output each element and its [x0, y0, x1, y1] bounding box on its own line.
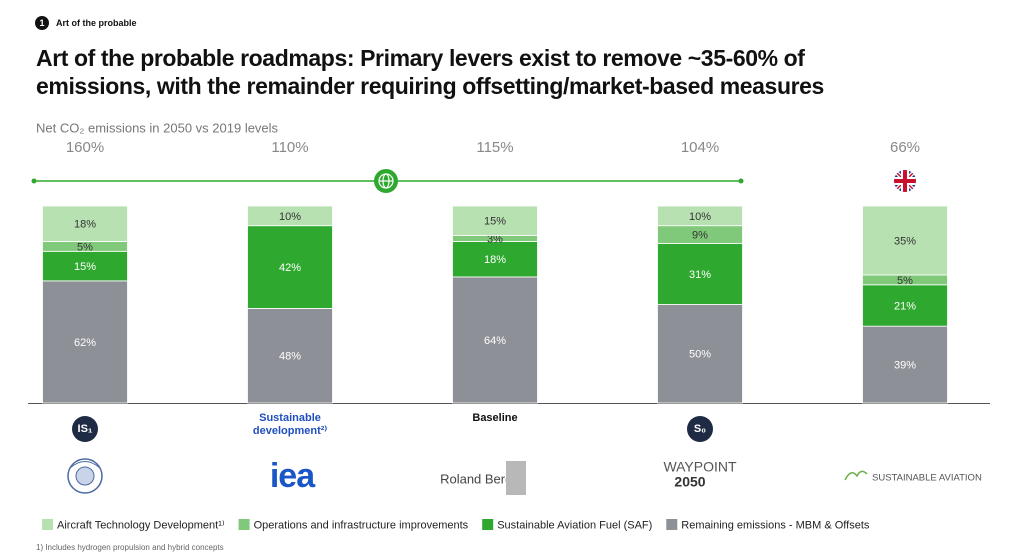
value-label: 10% — [689, 211, 711, 223]
value-label: 15% — [484, 216, 506, 228]
value-label: 9% — [692, 229, 708, 241]
bar-segment — [862, 284, 948, 327]
value-label: 3% — [487, 233, 503, 245]
legend-label: Sustainable Aviation Fuel (SAF) — [497, 519, 652, 531]
value-label: 35% — [894, 235, 916, 247]
bar-segment — [452, 276, 538, 404]
section-badge — [35, 16, 49, 30]
chart-title: Art of the probable roadmaps: Primary le… — [36, 45, 824, 99]
value-label: 31% — [689, 269, 711, 281]
category-label: Sustainable development²⁾ — [252, 412, 328, 437]
axis-label: Net CO₂ emissions in 2050 vs 2019 levels — [36, 120, 279, 135]
section-number: 1 — [39, 18, 44, 28]
uk-flag — [894, 170, 916, 192]
value-label: 15% — [74, 261, 96, 273]
value-label: 18% — [484, 254, 506, 266]
logo-roland-berger: Roland Berger — [440, 471, 524, 486]
bar-segment — [657, 243, 743, 305]
logo-leaf — [844, 470, 868, 481]
icao-emblem — [67, 458, 103, 494]
category-label: IS₁ — [72, 416, 98, 442]
bar-segment — [862, 325, 948, 404]
logo-waypoint-year: 2050 — [674, 474, 705, 490]
globe-icon — [374, 169, 398, 193]
bar-segment — [42, 250, 128, 282]
legend-swatch — [238, 519, 250, 530]
bar-total: 110% — [271, 139, 308, 156]
bar-segment — [42, 205, 128, 242]
bar-segment — [452, 241, 538, 278]
logo-sustainable-aviation: SUSTAINABLE AVIATION — [872, 473, 982, 484]
legend-label: Remaining emissions - MBM & Offsets — [681, 519, 870, 531]
value-label: 50% — [689, 349, 711, 361]
bar-segment — [657, 205, 743, 227]
bar-segment — [862, 205, 948, 276]
value-label: 62% — [74, 337, 96, 349]
bar-segment — [247, 205, 333, 227]
value-label: 64% — [484, 335, 506, 347]
bar-total: 160% — [66, 139, 104, 156]
footnote: 1) Includes hydrogen propulsion and hybr… — [36, 543, 224, 552]
bar-segment — [452, 205, 538, 236]
legend-swatch — [42, 519, 53, 530]
category-label: Baseline — [472, 412, 518, 424]
bracket-end — [738, 178, 744, 184]
value-label: 10% — [279, 211, 301, 223]
section-label: Art of the probable — [56, 18, 137, 28]
legend-swatch — [482, 519, 494, 530]
bar-segment — [42, 280, 128, 404]
legend-label: Operations and infrastructure improvemen… — [254, 519, 469, 531]
bar-segment — [247, 308, 333, 404]
bar-segment — [657, 304, 743, 404]
bracket-end — [31, 178, 37, 184]
value-label: 5% — [897, 275, 913, 287]
bar-total: 115% — [476, 139, 513, 156]
value-label: 39% — [894, 359, 916, 371]
value-label: 48% — [279, 351, 301, 363]
value-label: 21% — [894, 300, 916, 312]
bar-total: 104% — [681, 139, 719, 156]
legend-swatch — [666, 519, 678, 530]
logo-waypoint: WAYPOINT — [663, 459, 737, 475]
value-label: 42% — [279, 262, 301, 274]
logo-iea: iea — [270, 457, 316, 495]
legend-label: Aircraft Technology Development¹⁾ — [57, 519, 225, 531]
bar-segment — [247, 225, 333, 309]
value-label: 18% — [74, 219, 96, 231]
category-label: S₀ — [687, 416, 713, 442]
bar-total: 66% — [890, 139, 920, 156]
value-label: 5% — [77, 241, 93, 253]
logo-mark — [506, 461, 526, 495]
